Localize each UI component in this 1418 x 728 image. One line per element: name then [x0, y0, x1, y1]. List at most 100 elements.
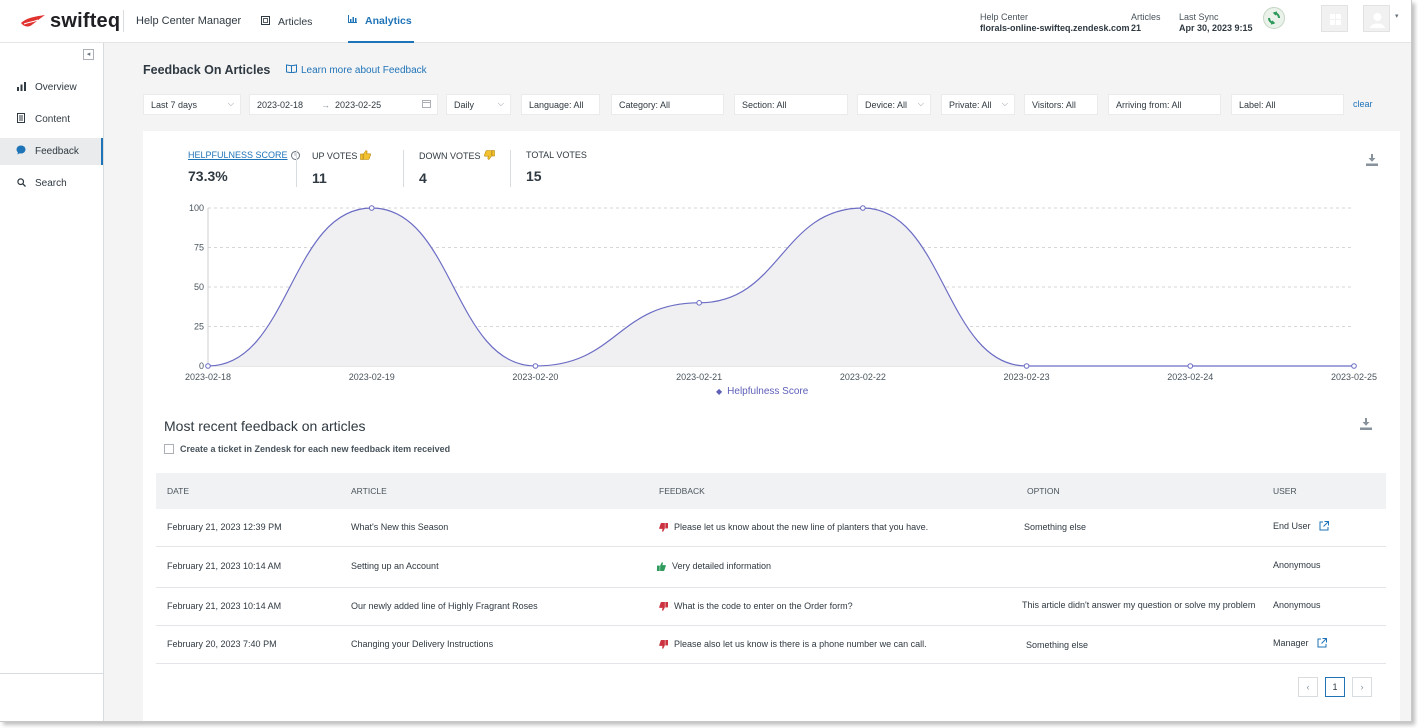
section-filter[interactable]: Section: All — [734, 94, 848, 115]
pagination-prev-button[interactable]: ‹ — [1298, 677, 1318, 697]
external-link-icon[interactable] — [1319, 521, 1329, 531]
up-votes-stat: UP VOTES 11 — [312, 150, 372, 186]
column-header-user[interactable]: USER — [1273, 486, 1297, 496]
last-sync-info: Last Sync Apr 30, 2023 9:15 — [1179, 12, 1253, 34]
y-tick-label: 75 — [194, 243, 204, 253]
sidebar-item-label: Feedback — [35, 146, 79, 157]
apps-grid-button[interactable] — [1321, 5, 1348, 32]
section-title: Most recent feedback on articles — [164, 418, 366, 434]
private-select[interactable]: Private: All ⌵ — [941, 94, 1015, 115]
chevron-down-icon: ⌵ — [1001, 99, 1008, 108]
sidebar-item-label: Overview — [35, 82, 77, 93]
data-point — [368, 205, 375, 211]
row-article[interactable]: What's New this Season — [351, 522, 449, 532]
sidebar-item-feedback[interactable]: Feedback — [0, 138, 103, 165]
stat-divider — [510, 150, 511, 187]
column-header-feedback[interactable]: FEEDBACK — [659, 486, 705, 496]
row-option: This article didn't answer my question o… — [1022, 600, 1256, 610]
search-icon — [15, 177, 27, 190]
row-user: Manager — [1273, 638, 1327, 648]
calendar-icon — [422, 99, 431, 110]
swifteq-bird-icon — [21, 14, 45, 26]
x-tick-label: 2023-02-20 — [512, 372, 558, 382]
language-filter[interactable]: Language: All — [521, 94, 600, 115]
clear-filters-link[interactable]: clear — [1353, 99, 1373, 109]
external-link-icon[interactable] — [1317, 638, 1327, 648]
sidebar-item-overview[interactable]: Overview — [0, 74, 103, 101]
helpfulness-score-value: 73.3% — [188, 168, 228, 184]
row-article[interactable]: Our newly added line of Highly Fragrant … — [351, 601, 538, 611]
period-select[interactable]: Last 7 days ⌵ — [143, 94, 241, 115]
granularity-select[interactable]: Daily ⌵ — [446, 94, 511, 115]
thumbs-up-icon — [657, 561, 666, 571]
tab-analytics[interactable]: Analytics — [348, 0, 414, 43]
row-option: Something else — [1024, 522, 1087, 532]
sidebar-item-search[interactable]: Search — [0, 170, 103, 197]
create-ticket-option[interactable]: Create a ticket in Zendesk for each new … — [164, 444, 450, 454]
collapse-sidebar-icon[interactable]: ◂ — [83, 49, 94, 60]
category-filter[interactable]: Category: All — [611, 94, 724, 115]
language-value: Language: All — [529, 99, 584, 110]
pagination-next-button[interactable]: › — [1352, 677, 1372, 697]
chart-legend[interactable]: ◆ Helpfulness Score — [716, 386, 808, 397]
device-select[interactable]: Device: All ⌵ — [857, 94, 931, 115]
download-chart-icon[interactable] — [1365, 153, 1379, 167]
table-row[interactable]: February 21, 2023 10:14 AM Our newly add… — [156, 588, 1386, 626]
learn-more-link[interactable]: Learn more about Feedback — [286, 64, 427, 76]
label-filter[interactable]: Label: All — [1231, 94, 1344, 115]
label-value: Label: All — [1239, 99, 1276, 110]
legend-marker-icon: ◆ — [716, 387, 723, 396]
category-value: Category: All — [619, 99, 671, 110]
tab-articles[interactable]: Articles — [261, 0, 312, 43]
chevron-down-icon[interactable]: ▾ — [1395, 13, 1399, 20]
row-date: February 20, 2023 7:40 PM — [167, 639, 277, 649]
date-to: 2023-02-25 — [335, 99, 382, 110]
column-header-date[interactable]: DATE — [167, 486, 190, 496]
row-article[interactable]: Changing your Delivery Instructions — [351, 639, 494, 649]
book-icon — [286, 64, 297, 76]
series-area — [208, 208, 1354, 366]
swifteq-logo[interactable]: swifteq — [20, 10, 120, 33]
sync-icon[interactable] — [1263, 7, 1285, 29]
apps-grid-icon — [1330, 14, 1341, 25]
row-option: Something else — [1026, 640, 1089, 650]
column-header-article[interactable]: ARTICLE — [351, 486, 387, 496]
help-center-info: Help Center florals-online-swifteq.zende… — [980, 12, 1130, 34]
helpfulness-chart: 0 25 50 75 100 2023-02-18 2023-02-19 2023-02-20… — [185, 203, 1377, 382]
download-table-icon[interactable] — [1359, 417, 1373, 431]
sidebar-item-label: Content — [35, 114, 71, 125]
data-point — [696, 300, 702, 306]
table-row[interactable]: February 21, 2023 10:14 AM Setting up an… — [156, 548, 1386, 588]
x-tick-label: 2023-02-21 — [676, 372, 722, 382]
row-article[interactable]: Setting up an Account — [351, 561, 439, 571]
chart-icon — [348, 15, 357, 26]
visitors-filter[interactable]: Visitors: All — [1024, 94, 1098, 115]
pagination-page-button[interactable]: 1 — [1325, 677, 1345, 697]
helpfulness-score-link[interactable]: HELPFULNESS SCORE — [188, 150, 288, 160]
section-value: Section: All — [742, 99, 787, 110]
table-row[interactable]: February 21, 2023 12:39 PM What's New th… — [156, 509, 1386, 547]
table-row[interactable]: February 20, 2023 7:40 PM Changing your … — [156, 626, 1386, 664]
sidebar-divider — [0, 673, 104, 674]
x-tick-label: 2023-02-18 — [185, 372, 231, 382]
data-point — [1187, 363, 1194, 369]
total-votes-stat: TOTAL VOTES 15 — [526, 150, 587, 184]
x-tick-label: 2023-02-19 — [349, 372, 395, 382]
column-header-option[interactable]: OPTION — [1027, 486, 1060, 496]
article-icon — [261, 15, 270, 28]
date-range-picker[interactable]: 2023-02-18 → 2023-02-25 — [249, 94, 438, 115]
articles-count-label: Articles — [1131, 12, 1161, 22]
sidebar-item-content[interactable]: Content — [0, 106, 103, 133]
info-icon[interactable]: i — [290, 150, 300, 160]
arriving-from-filter[interactable]: Arriving from: All — [1108, 94, 1221, 115]
help-center-label: Help Center — [980, 12, 1029, 22]
row-feedback: Please also let us know is there is a ph… — [659, 639, 927, 649]
user-avatar-button[interactable] — [1363, 5, 1390, 32]
create-ticket-checkbox[interactable] — [164, 444, 174, 454]
legend-label: Helpfulness Score — [727, 386, 809, 397]
thumbs-down-icon — [659, 639, 668, 649]
row-date: February 21, 2023 12:39 PM — [167, 522, 282, 532]
x-tick-label: 2023-02-22 — [840, 372, 886, 382]
down-votes-label: DOWN VOTES — [419, 151, 481, 161]
